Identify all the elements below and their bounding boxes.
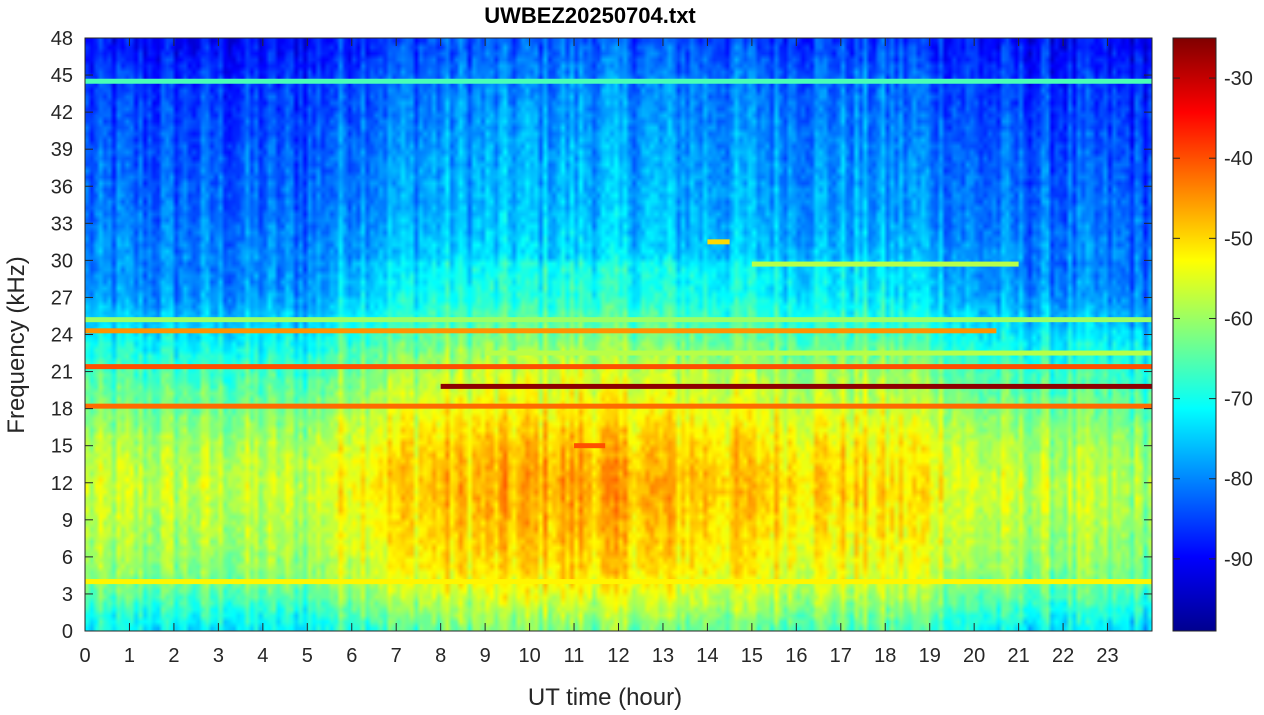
x-tick-label: 3 — [213, 645, 224, 667]
x-tick-label: 9 — [480, 645, 491, 667]
x-tick-label: 15 — [741, 645, 763, 667]
narrowband-line-7 — [85, 78, 1152, 84]
narrowband-line-0 — [440, 383, 1152, 389]
x-tick-label: 14 — [696, 645, 718, 667]
x-tick-label: 12 — [607, 645, 629, 667]
narrowband-line-2 — [85, 403, 1152, 409]
y-tick-label: 9 — [62, 510, 73, 532]
y-tick-label: 36 — [51, 176, 73, 198]
colorbar-axis: -90 -80 -70 -60 -50 -40 -30 — [1173, 68, 1253, 571]
y-tick-label: 42 — [51, 102, 73, 124]
y-tick-label: 24 — [51, 325, 73, 347]
x-tick-label: 11 — [564, 645, 585, 667]
colorbar-tick-label: -70 — [1224, 389, 1253, 411]
colorbar-tick-label: -80 — [1224, 469, 1253, 491]
x-tick-label: 23 — [1096, 645, 1118, 667]
x-tick-label: 22 — [1052, 645, 1074, 667]
y-tick-label: 48 — [51, 28, 73, 50]
colorbar-tick-label: -40 — [1224, 148, 1253, 170]
x-axis-label: UT time (hour) — [528, 684, 682, 711]
x-tick-label: 21 — [1008, 645, 1030, 667]
y-tick-label: 3 — [62, 584, 73, 606]
colorbar — [1172, 37, 1217, 632]
x-axis: 0 1 2 3 4 5 6 7 8 9 10 11 12 13 14 15 16 17 18 19 20 21 22 23 — [79, 38, 1119, 667]
y-tick-label: 6 — [62, 547, 73, 569]
x-tick-label: 17 — [830, 645, 852, 667]
y-tick-label: 21 — [51, 362, 73, 384]
x-tick-label: 7 — [391, 645, 402, 667]
y-tick-label: 45 — [51, 65, 73, 87]
x-tick-label: 16 — [785, 645, 807, 667]
y-tick-label: 39 — [51, 139, 73, 161]
y-tick-label: 12 — [51, 473, 73, 495]
x-tick-label: 6 — [346, 645, 357, 667]
colorbar-tick-label: -30 — [1224, 68, 1253, 90]
narrowband-line-1 — [85, 364, 1152, 370]
x-tick-label: 5 — [302, 645, 313, 667]
narrowband-line-4 — [85, 317, 1152, 323]
narrowband-line-5 — [485, 350, 1152, 356]
narrowband-line-3 — [85, 328, 997, 334]
heatmap-cells — [85, 38, 1152, 631]
x-tick-label: 10 — [518, 645, 540, 667]
x-tick-label: 19 — [919, 645, 941, 667]
y-tick-label: 30 — [51, 250, 73, 272]
narrowband-line-10 — [707, 239, 730, 245]
y-tick-label: 27 — [51, 287, 73, 309]
narrowband-line-6 — [85, 579, 1152, 585]
spectrogram-heatmap — [85, 38, 1152, 631]
y-axis-label: Frequency (kHz) — [3, 256, 30, 433]
x-tick-label: 1 — [124, 645, 135, 667]
narrowband-line-8 — [751, 261, 1019, 267]
x-tick-label: 4 — [257, 645, 268, 667]
x-tick-label: 20 — [963, 645, 985, 667]
chart-title: UWBEZ20250704.txt — [484, 3, 696, 28]
x-tick-label: 0 — [79, 645, 90, 667]
y-tick-label: 33 — [51, 213, 73, 235]
x-tick-label: 13 — [652, 645, 674, 667]
colorbar-tick-label: -50 — [1224, 228, 1253, 250]
y-tick-label: 15 — [51, 436, 73, 458]
y-tick-label: 0 — [62, 621, 73, 643]
x-tick-label: 18 — [874, 645, 896, 667]
y-tick-label: 18 — [51, 399, 73, 421]
colorbar-tick-label: -60 — [1224, 308, 1253, 330]
colorbar-tick-label: -90 — [1224, 549, 1253, 571]
x-tick-label: 8 — [435, 645, 446, 667]
x-tick-label: 2 — [168, 645, 179, 667]
narrowband-line-9 — [574, 443, 606, 449]
